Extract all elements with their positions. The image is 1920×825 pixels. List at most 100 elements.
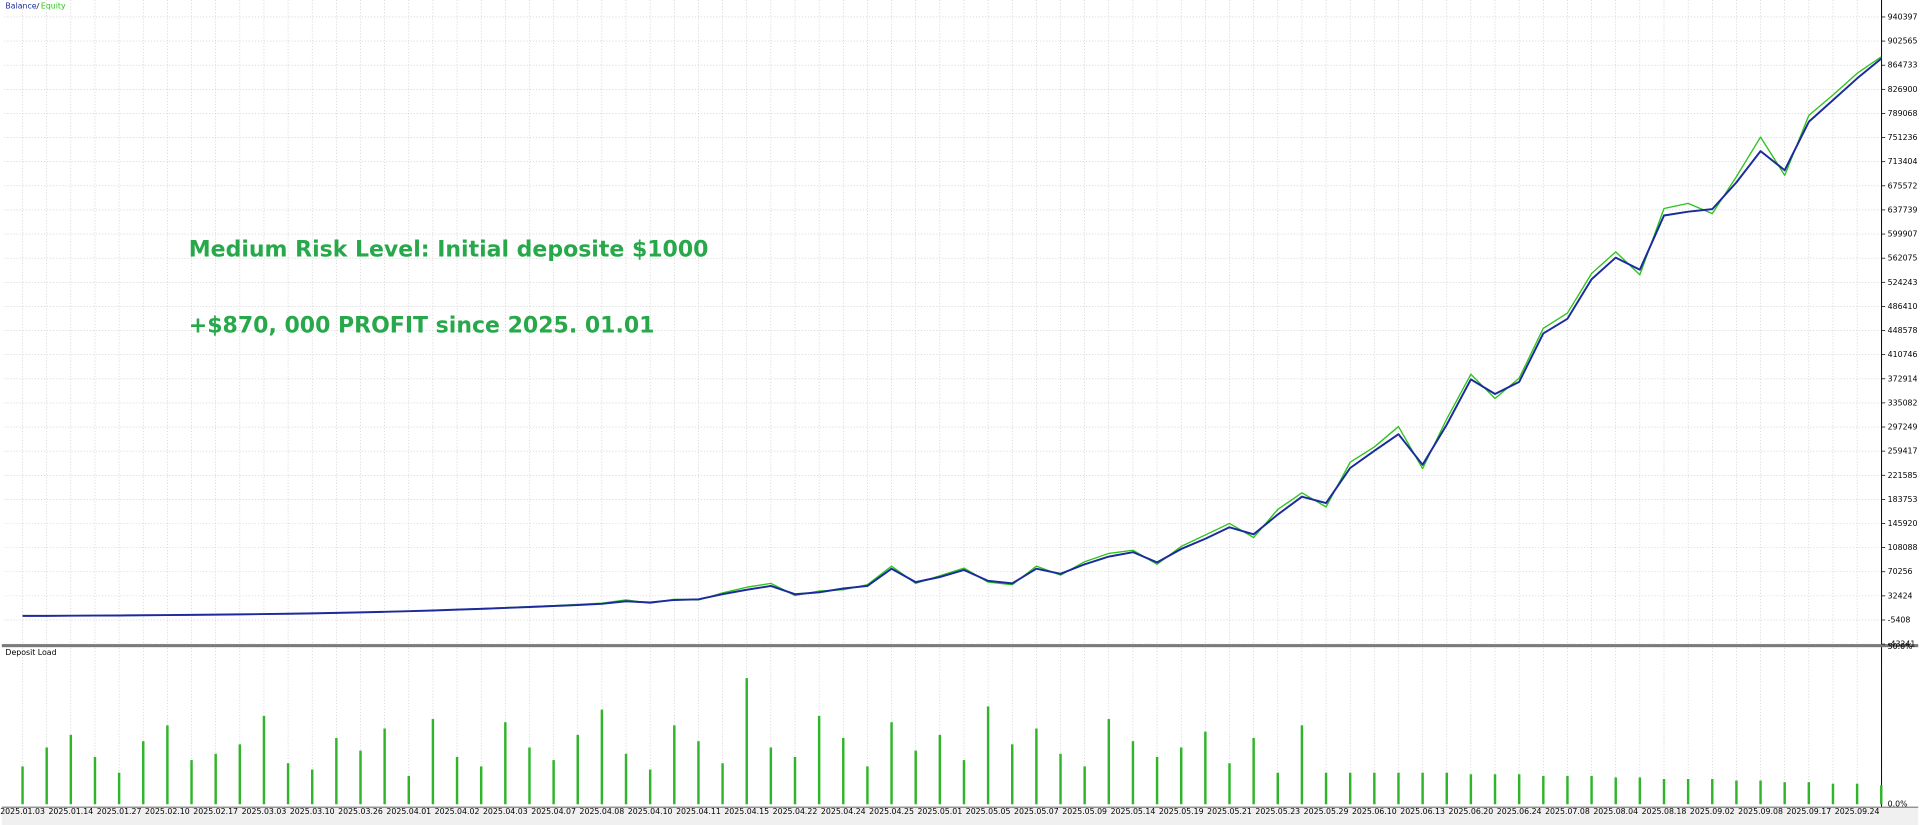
deposit-load-bar (1155, 756, 1159, 805)
deposit-load-bar (1759, 780, 1762, 805)
deposit-load-bar (1035, 728, 1038, 805)
deposit-load-bar (866, 766, 869, 805)
annotation: Medium Risk Level: Initial deposite $100… (189, 238, 709, 263)
legend-balance: Balance (5, 2, 36, 11)
deposit-load-bar (1421, 772, 1424, 805)
deposit-load-bar (1831, 783, 1835, 805)
deposit-load-bar (504, 722, 507, 805)
legend-separator (36, 2, 40, 10)
deposit-load-bar (1517, 774, 1521, 805)
x-tick-label: 2025.04.03 (483, 807, 528, 816)
deposit-load-bar (407, 775, 410, 805)
y-tick-label: 183753 (1888, 495, 1918, 504)
x-tick-label: 2025.05.01 (917, 807, 962, 816)
y-tick-label: 335082 (1888, 398, 1918, 407)
x-tick-label: 2025.03.26 (338, 807, 383, 816)
panel-separator (1, 644, 1919, 648)
deposit-load-bar (1445, 772, 1448, 805)
deposit-load-bar (93, 756, 97, 805)
x-tick-label: 2025.04.01 (386, 807, 431, 816)
deposit-load-bar (1590, 775, 1593, 805)
y-tick-label: 864733 (1888, 61, 1918, 70)
deposit-load-bar (1855, 783, 1859, 805)
x-tick-label: 2025.05.07 (1014, 807, 1059, 816)
x-tick-label: 2025.06.24 (1497, 807, 1542, 816)
deposit-load-bar (576, 734, 579, 805)
y-tick-label: 940397 (1888, 12, 1918, 21)
y-tick-label: 751236 (1888, 133, 1918, 142)
x-tick-label: 2025.05.19 (1159, 807, 1204, 816)
deposit-load-bar (1686, 778, 1690, 805)
x-tick-label: 2025.04.11 (676, 807, 721, 816)
deposit-load-bar (359, 750, 362, 805)
x-tick-label: 2025.09.17 (1786, 807, 1831, 816)
y-tick-label: 145920 (1888, 519, 1918, 528)
deposit-load-bar (745, 678, 748, 805)
y-tick-label: 221585 (1888, 471, 1918, 480)
deposit-load-bar (1566, 775, 1569, 805)
deposit-load-bar (1180, 747, 1183, 805)
deposit-load-bar (1059, 753, 1062, 805)
x-tick-label: 2025.07.08 (1545, 807, 1590, 816)
x-tick-label: 2025.04.15 (724, 807, 769, 816)
y-tick-label: 902565 (1888, 37, 1918, 46)
annotation: +$870, 000 PROFIT since 2025. 01.01 (189, 313, 655, 338)
deposit-load-bar (286, 763, 290, 805)
y-tick-label: 50.0% (1888, 642, 1913, 651)
deposit-load-bar (1373, 772, 1376, 805)
deposit-load-bar (842, 738, 845, 805)
deposit-load-bar (69, 734, 73, 805)
y-tick-label: 372914 (1888, 374, 1918, 383)
x-tick-label: 2025.09.24 (1835, 807, 1880, 816)
x-tick-label: 2025.05.21 (1207, 807, 1252, 816)
x-tick-label: 2025.05.09 (1062, 807, 1107, 816)
y-tick-label: 826900 (1888, 85, 1918, 94)
x-tick-label: 2025.09.02 (1690, 807, 1735, 816)
deposit-load-bar (1300, 725, 1304, 805)
legend-equity: Equity (41, 2, 66, 11)
x-tick-label: 2025.04.07 (531, 807, 576, 816)
deposit-load-bar (962, 760, 966, 805)
deposit-load-bar (986, 706, 990, 805)
deposit-load-bar (190, 760, 193, 805)
x-tick-label: 2025.08.18 (1642, 807, 1687, 816)
x-tick-label: 2025.02.17 (193, 807, 238, 816)
x-tick-label: 2025.04.25 (869, 807, 914, 816)
x-tick-label: 2025.05.29 (1304, 807, 1349, 816)
x-tick-label: 2025.04.24 (821, 807, 866, 816)
deposit-load-bar (1662, 778, 1666, 805)
y-tick-label: 486410 (1888, 302, 1918, 311)
deposit-load-bar (1107, 719, 1111, 805)
x-tick-label: 2025.08.04 (1593, 807, 1638, 816)
deposit-load-bar (1131, 741, 1135, 805)
y-tick-label: 410746 (1888, 350, 1918, 359)
y-tick-label: 599907 (1888, 230, 1918, 239)
deposit-load-bar (335, 738, 338, 805)
x-tick-label: 2025.03.03 (242, 807, 287, 816)
deposit-load-bar (1469, 774, 1473, 805)
y-tick-label: 259417 (1888, 447, 1918, 456)
deposit-load-bar (1083, 766, 1086, 805)
deposit-load-bar (431, 719, 435, 805)
deposit-load-bar (769, 747, 773, 805)
deposit-load-bar (624, 753, 628, 805)
deposit-load-bar (1735, 780, 1738, 805)
deposit-load-bar (914, 750, 917, 805)
y-tick-label: 562075 (1888, 254, 1918, 263)
deposit-load-bar (552, 760, 555, 805)
x-tick-label: 2025.04.08 (580, 807, 625, 816)
tab-bar (1, 807, 1919, 825)
deposit-load-bar (697, 741, 700, 805)
deposit-load-bar (1204, 731, 1207, 805)
deposit-load-bar (1397, 772, 1400, 805)
deposit-load-bar (1542, 775, 1545, 805)
x-tick-label: 2025.03.10 (290, 807, 335, 816)
deposit-load-bar (1228, 763, 1231, 805)
deposit-load-bar (238, 744, 242, 805)
x-tick-label: 2025.05.14 (1111, 807, 1156, 816)
x-tick-label: 2025.04.10 (628, 807, 673, 816)
y-tick-label: 524243 (1888, 278, 1918, 287)
deposit-load-bar (1324, 772, 1328, 805)
y-tick-label: 297249 (1888, 423, 1918, 432)
